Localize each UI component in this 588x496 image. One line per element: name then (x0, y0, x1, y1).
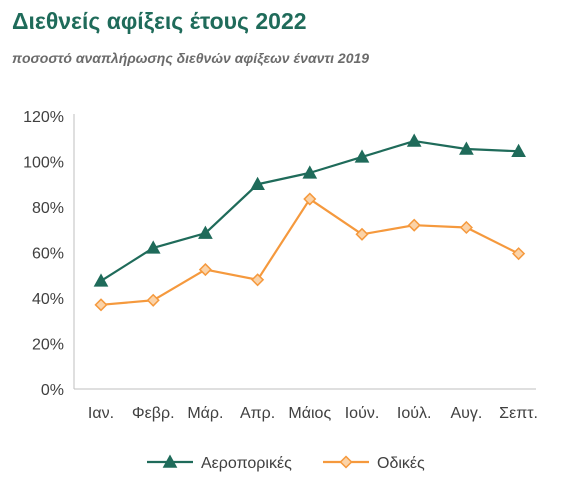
y-tick-label: 100% (23, 155, 64, 172)
diamond-marker (94, 298, 108, 312)
legend-label: Οδικές (377, 455, 425, 472)
diamond-marker (303, 192, 317, 206)
chart-subtitle: ποσοστό αναπλήρωσης διεθνών αφίξεων έναν… (12, 50, 370, 66)
triangle-marker (162, 454, 178, 468)
x-tick-label: Ιούλ. (397, 405, 432, 422)
x-tick-label: Ιούν. (345, 405, 380, 422)
series-layer (93, 133, 526, 312)
chart-title: Διεθνείς αφίξεις έτους 2022 (12, 8, 307, 34)
chart-axes (73, 114, 536, 390)
triangle-marker (354, 149, 370, 163)
x-tick-label: Φεβρ. (132, 405, 175, 422)
x-tick-label: Μάρ. (187, 405, 223, 422)
triangle-marker (302, 165, 318, 179)
y-tick-labels: 0% 20% 40% 60% 80% 100% 120% (23, 109, 64, 399)
triangle-marker (198, 225, 213, 239)
diamond-marker (512, 247, 526, 261)
x-tick-labels: Ιαν. Φεβρ. Μάρ. Απρ. Μάιος Ιούν. Ιούλ. Αυγ. Σεπτ… (88, 405, 538, 422)
legend-item: Αεροπορικές (147, 454, 292, 472)
y-tick-label: 120% (23, 109, 64, 126)
y-tick-label: 80% (32, 200, 64, 217)
series-diamond (94, 192, 526, 312)
diamond-marker (407, 218, 421, 232)
triangle-marker (93, 273, 109, 287)
chart-legend: Αεροπορικές Οδικές (147, 454, 425, 472)
y-tick-label: 0% (41, 382, 64, 399)
diamond-marker (251, 273, 265, 287)
series-line (100, 197, 520, 306)
x-tick-label: Σεπτ. (499, 405, 538, 422)
diamond-marker (355, 227, 369, 241)
triangle-marker (406, 133, 422, 147)
diamond-marker (198, 263, 212, 277)
y-tick-label: 60% (32, 246, 64, 263)
diamond-marker (339, 455, 353, 469)
x-tick-label: Απρ. (240, 405, 275, 422)
y-tick-label: 20% (32, 337, 64, 354)
x-tick-label: Μάιος (288, 405, 331, 422)
y-tick-label: 40% (32, 291, 64, 308)
triangle-marker (511, 143, 526, 157)
series-triangle (93, 133, 526, 287)
diamond-marker (459, 220, 473, 235)
x-tick-label: Αυγ. (450, 405, 482, 422)
diamond-marker (146, 293, 160, 307)
triangle-marker (459, 141, 474, 155)
legend-label: Αεροπορικές (201, 455, 292, 472)
x-tick-label: Ιαν. (88, 405, 114, 422)
legend-item: Οδικές (323, 455, 425, 472)
series-line (100, 139, 519, 282)
triangle-marker (145, 240, 161, 254)
triangle-marker (250, 176, 265, 190)
